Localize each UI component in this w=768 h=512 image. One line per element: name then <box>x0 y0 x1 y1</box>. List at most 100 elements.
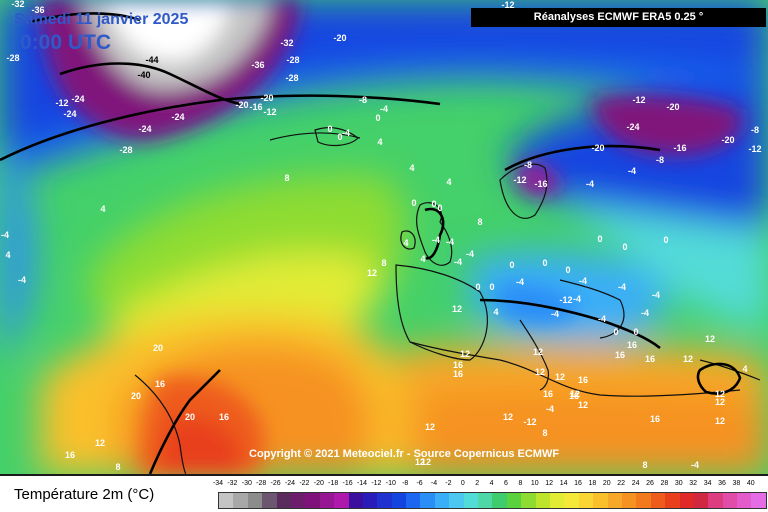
map-value-label: 12 <box>533 347 543 357</box>
legend-swatch <box>219 493 234 508</box>
map-value-label: 0 <box>411 198 416 208</box>
map-value-label: -36 <box>31 5 44 15</box>
legend-tick-label: 2 <box>475 480 480 487</box>
map-value-label: 12 <box>570 389 580 399</box>
legend-tick-label: -12 <box>371 480 382 487</box>
legend-tick-label: 22 <box>617 480 626 487</box>
legend-swatch <box>420 493 435 508</box>
legend-tick-label: 14 <box>559 480 568 487</box>
legend-tick-label: 30 <box>674 480 683 487</box>
map-value-label: 16 <box>543 389 553 399</box>
map-value-label: 12 <box>367 268 377 278</box>
legend-tick-label: -28 <box>256 480 267 487</box>
map-value-label: -32 <box>11 0 24 9</box>
map-value-label: -4 <box>579 276 587 286</box>
map-value-label: 4 <box>420 254 425 264</box>
legend-swatch <box>621 493 637 508</box>
map-value-label: 4 <box>446 177 451 187</box>
map-value-label: 12 <box>460 349 470 359</box>
map-value-label: 16 <box>615 350 625 360</box>
map-value-label: -20 <box>333 33 346 43</box>
legend-swatch <box>492 493 507 508</box>
legend-swatch <box>578 493 594 508</box>
legend-tick-label: 32 <box>689 480 698 487</box>
map-value-label: -24 <box>138 124 151 134</box>
legend-tick-label: -10 <box>385 480 396 487</box>
map-value-label: 12 <box>705 334 715 344</box>
map-value-label: 0 <box>509 260 514 270</box>
map-value-label: -20 <box>235 100 248 110</box>
map-value-label: -40 <box>137 70 150 80</box>
map-value-label: 0 <box>475 282 480 292</box>
legend-swatch <box>290 493 306 508</box>
legend-swatch <box>377 493 392 508</box>
map-value-label: -8 <box>359 95 367 105</box>
map-value-label: -4 <box>652 290 660 300</box>
map-value-label: -4 <box>641 308 649 318</box>
map-value-label: 4 <box>100 204 105 214</box>
map-value-label: 8 <box>284 173 289 183</box>
map-value-label: -32 <box>280 38 293 48</box>
temperature-map: -32-36-20-12-28 -44-40-32-36-28-20-28-12-… <box>0 0 768 474</box>
map-value-label: 16 <box>155 379 165 389</box>
map-value-label: 12 <box>425 422 435 432</box>
map-value-label: 16 <box>627 340 637 350</box>
map-value-label: -16 <box>534 179 547 189</box>
map-value-label: -4 <box>454 257 462 267</box>
map-value-label: -4 <box>586 179 594 189</box>
legend-tick-label: 36 <box>718 480 726 487</box>
map-value-label: -12 <box>632 95 645 105</box>
map-value-label: 12 <box>503 412 513 422</box>
map-value-label: -12 <box>263 107 276 117</box>
map-value-label: -28 <box>286 55 299 65</box>
legend-tick-label: 24 <box>631 480 640 487</box>
map-value-label: -4 <box>1 230 9 240</box>
legend-scale-labels: -34 -32 -30 -28 -26 -24 -22 -20 -18 -16 -14 -12 -10-… <box>213 480 755 490</box>
map-value-label: -16 <box>249 102 262 112</box>
legend-tick-label: 0 <box>460 480 465 487</box>
map-value-label: -20 <box>666 102 679 112</box>
map-value-label: 4 <box>493 307 498 317</box>
map-value-label: -20 <box>260 93 273 103</box>
map-value-label: -8 <box>524 160 532 170</box>
extreme-field <box>40 0 743 474</box>
legend-tick-label: 8 <box>518 480 523 487</box>
legend-swatch <box>751 493 766 508</box>
map-value-label: 4 <box>403 238 408 248</box>
legend-tick-label: -18 <box>328 480 339 487</box>
map-value-label: 4 <box>409 163 414 173</box>
isotherms <box>0 12 742 474</box>
legend-swatch <box>693 493 709 508</box>
map-value-label: 0 <box>542 258 547 268</box>
legend-swatch <box>506 493 522 508</box>
map-value-label: 0 <box>565 265 570 275</box>
map-value-label: -44 <box>145 55 158 65</box>
map-date: Samedi 11 janvier 2025 <box>14 11 189 28</box>
map-value-label: -4 <box>380 104 388 114</box>
legend-tick-label: 18 <box>588 480 597 487</box>
legend-swatch <box>708 493 723 508</box>
map-value-label: 0 <box>327 124 332 134</box>
map-value-label: 12 <box>535 367 545 377</box>
map-value-label: 16 <box>0 0 5 2</box>
map-value-label: -28 <box>119 145 132 155</box>
map-value-label: 0 <box>431 199 436 209</box>
map-value-label: 20 <box>131 391 141 401</box>
legend-swatch <box>722 493 738 508</box>
map-value-label: -4 <box>618 282 626 292</box>
legend-swatch <box>406 493 421 508</box>
map-value-label: 16 <box>219 412 229 422</box>
legend-swatch <box>305 493 320 508</box>
legend-swatch <box>665 493 680 508</box>
legend-tick-label: 26 <box>646 480 654 487</box>
legend-swatch <box>233 493 248 508</box>
map-value-label: -8 <box>751 125 759 135</box>
map-value-label: 16 <box>569 391 579 401</box>
legend-swatch <box>549 493 565 508</box>
map-value-label: -4 <box>546 404 554 414</box>
map-value-label: -24 <box>626 122 639 132</box>
map-value-label: 8 <box>542 428 547 438</box>
legend-tick-label: -24 <box>284 480 296 487</box>
legend-swatch <box>391 493 407 508</box>
